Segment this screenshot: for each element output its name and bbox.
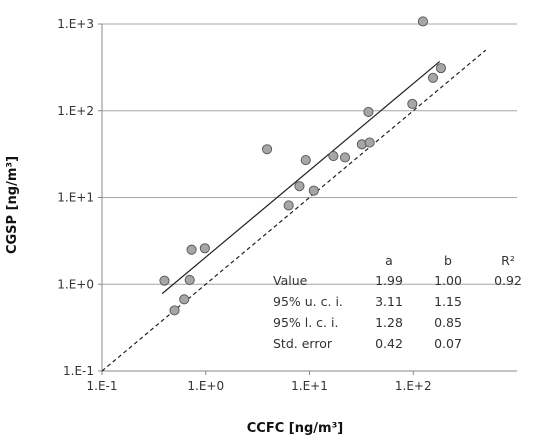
data-point [169,305,180,316]
stats-cell: 1.15 [434,294,462,309]
data-point [184,274,195,286]
x-tick-label: 1.E-1 [87,379,118,393]
stats-cell: 0.42 [375,336,403,351]
trend-lines [101,49,487,372]
x-axis-title: CCFC [ng/m³] [247,421,343,436]
data-point [339,152,351,163]
stats-row-label: 95% u. c. i. [273,294,343,309]
data-point [294,181,305,192]
axes [98,23,517,375]
stats-cell: 1.28 [375,315,403,330]
stats-cell: 1.99 [375,273,403,288]
y-tick-label: 1.E+2 [57,104,94,118]
stats-table: a b R² Value 1.99 1.00 0.92 95% u. c. i. 3.11 1.1… [273,253,522,351]
stats-cell: 0.92 [494,273,522,288]
x-tick-label: 1.E+1 [291,379,328,393]
stats-cell: 0.85 [434,315,462,330]
stats-cell: 0.07 [434,336,462,351]
y-tick-label: 1.E+3 [57,17,94,31]
data-point [283,200,294,211]
stats-column-header: a [385,253,393,268]
x-tick-label: 1.E+2 [395,379,432,393]
data-point [435,63,447,74]
y-axis-title: CGSP [ng/m³] [5,156,20,254]
stats-cell: 1.00 [434,273,462,288]
gridlines [102,23,517,285]
data-point [159,275,170,286]
data-point [199,243,210,254]
y-tick-label: 1.E+0 [57,277,94,291]
stats-row-label: 95% l. c. i. [273,315,338,330]
data-point [300,155,311,166]
stats-column-header: R² [501,253,515,268]
data-point [407,98,418,109]
data-point [186,244,197,255]
data-point [262,144,273,155]
data-point [179,294,190,305]
data-points [159,16,447,316]
data-point [308,185,319,196]
data-point [328,151,339,162]
y-tick-label: 1.E+1 [57,191,94,205]
fit-line [161,60,441,295]
stats-row-label: Std. error [273,336,333,351]
data-point [363,106,374,117]
data-point [364,137,375,148]
reference-line-1to1 [101,49,487,372]
x-tick-label: 1.E+0 [187,379,224,393]
data-point [417,16,428,27]
stats-column-header: b [444,253,452,268]
y-tick-label: 1.E-1 [63,364,94,378]
stats-row-label: Value [273,273,308,288]
stats-cell: 3.11 [375,294,403,309]
data-point [427,72,439,83]
tick-labels: 1.E-1 1.E+0 1.E+1 1.E+2 1.E+3 1.E-1 1.E+0 1.E+1… [57,17,431,393]
